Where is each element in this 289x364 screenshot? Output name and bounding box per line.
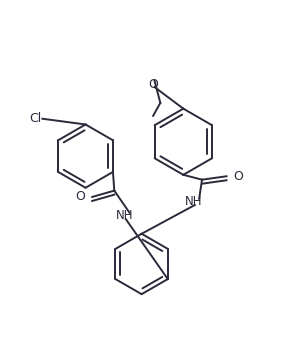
Text: NH: NH <box>185 195 202 208</box>
Text: O: O <box>76 190 86 203</box>
Text: O: O <box>234 170 244 183</box>
Text: Cl: Cl <box>29 112 41 125</box>
Text: O: O <box>148 78 158 91</box>
Text: NH: NH <box>116 209 133 222</box>
